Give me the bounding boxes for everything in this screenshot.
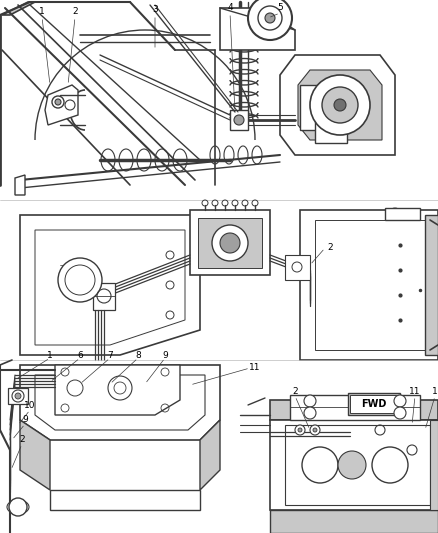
Polygon shape — [20, 365, 220, 440]
Circle shape — [334, 99, 346, 111]
Polygon shape — [385, 208, 420, 220]
Text: 8: 8 — [135, 351, 141, 359]
Polygon shape — [190, 210, 270, 275]
Circle shape — [248, 0, 292, 40]
Bar — [315, 115, 347, 143]
Circle shape — [304, 395, 316, 407]
Polygon shape — [220, 8, 295, 50]
Circle shape — [304, 407, 316, 419]
Text: 1: 1 — [47, 351, 53, 359]
Bar — [350, 395, 398, 413]
Text: 6: 6 — [77, 351, 83, 359]
Circle shape — [298, 428, 302, 432]
Polygon shape — [270, 420, 438, 510]
Text: 2: 2 — [292, 387, 298, 397]
Polygon shape — [270, 400, 438, 420]
Text: 2: 2 — [327, 244, 333, 253]
Polygon shape — [280, 55, 395, 155]
Polygon shape — [425, 215, 438, 355]
Circle shape — [212, 225, 248, 261]
Polygon shape — [15, 175, 25, 195]
Circle shape — [9, 498, 27, 516]
Polygon shape — [50, 490, 200, 510]
Text: 4: 4 — [227, 4, 233, 12]
Polygon shape — [8, 388, 28, 404]
Text: 11: 11 — [249, 364, 261, 373]
Polygon shape — [298, 70, 382, 140]
Circle shape — [58, 258, 102, 302]
Polygon shape — [45, 85, 78, 125]
Polygon shape — [20, 420, 50, 490]
Polygon shape — [200, 420, 220, 490]
Circle shape — [310, 425, 320, 435]
Polygon shape — [300, 210, 438, 360]
Circle shape — [313, 428, 317, 432]
Circle shape — [310, 75, 370, 135]
Text: 9: 9 — [22, 416, 28, 424]
Polygon shape — [430, 420, 438, 510]
Polygon shape — [300, 85, 335, 130]
Circle shape — [394, 407, 406, 419]
Circle shape — [15, 393, 21, 399]
Text: 7: 7 — [107, 351, 113, 359]
Text: 2: 2 — [19, 435, 25, 445]
Polygon shape — [230, 110, 248, 130]
Circle shape — [234, 115, 244, 125]
Text: 1: 1 — [432, 387, 438, 397]
Circle shape — [338, 451, 366, 479]
Circle shape — [295, 425, 305, 435]
Text: 3: 3 — [152, 5, 158, 14]
Polygon shape — [55, 365, 180, 415]
Text: FWD: FWD — [361, 399, 387, 409]
Text: 1: 1 — [39, 7, 45, 17]
Bar — [348, 393, 400, 415]
Text: 5: 5 — [277, 4, 283, 12]
Circle shape — [108, 376, 132, 400]
Text: 2: 2 — [72, 7, 78, 17]
Polygon shape — [270, 510, 438, 533]
Polygon shape — [20, 215, 200, 355]
Circle shape — [394, 395, 406, 407]
Text: 11: 11 — [409, 387, 421, 397]
Circle shape — [322, 87, 358, 123]
Circle shape — [302, 447, 338, 483]
Text: 9: 9 — [162, 351, 168, 359]
Circle shape — [372, 447, 408, 483]
Polygon shape — [290, 395, 420, 420]
Circle shape — [220, 233, 240, 253]
Circle shape — [55, 99, 61, 105]
Polygon shape — [198, 218, 262, 268]
Polygon shape — [93, 283, 115, 310]
Polygon shape — [285, 255, 310, 280]
Text: 10: 10 — [24, 401, 36, 410]
Circle shape — [265, 13, 275, 23]
Polygon shape — [2, 2, 35, 15]
